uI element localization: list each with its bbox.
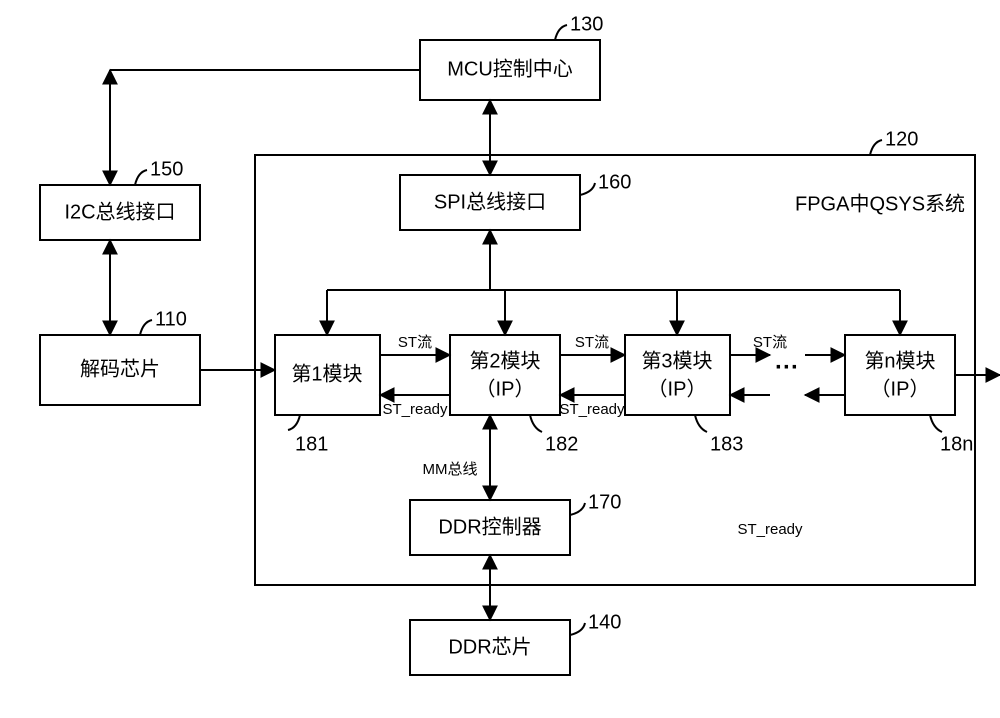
ref-150: 150 — [150, 158, 183, 180]
mcu-block: MCU控制中心 130 — [420, 13, 603, 100]
modn-label1: 第n模块 — [864, 349, 935, 372]
ref-181: 181 — [295, 433, 328, 455]
ref-140: 140 — [588, 611, 621, 633]
mod3-block: 第3模块 （IP） 183 — [625, 335, 743, 455]
st-flow-3: ST流 — [753, 334, 787, 351]
ref-120: 120 — [885, 128, 918, 150]
mod2-label2: （IP） — [476, 377, 535, 400]
mod2-block: 第2模块 （IP） 182 — [450, 335, 578, 455]
ref-130: 130 — [570, 13, 603, 35]
ddrchip-block: DDR芯片 140 — [410, 611, 621, 675]
i2c-block: I2C总线接口 150 — [40, 158, 200, 240]
st-ready-extra: ST_ready — [737, 521, 803, 538]
ref-170: 170 — [588, 491, 621, 513]
block-diagram: FPGA中QSYS系统 120 MCU控制中心 130 I2C总线接口 150 … — [0, 0, 1000, 718]
decoder-block: 解码芯片 110 — [40, 308, 200, 405]
fpga-container-label: FPGA中QSYS系统 — [795, 192, 965, 215]
ddrctrl-label: DDR控制器 — [438, 515, 541, 538]
ellipsis-icon: ··· — [775, 354, 799, 381]
mod2-label1: 第2模块 — [469, 349, 540, 372]
mod1-label: 第1模块 — [291, 362, 362, 385]
st-flow-1: ST流 — [398, 334, 432, 351]
spi-label: SPI总线接口 — [434, 190, 546, 213]
mcu-label: MCU控制中心 — [447, 57, 573, 80]
mod1-block: 第1模块 181 — [275, 335, 380, 455]
mod3-label1: 第3模块 — [641, 349, 712, 372]
st-ready-2: ST_ready — [559, 401, 625, 418]
modn-label2: （IP） — [871, 377, 930, 400]
ref-160: 160 — [598, 171, 631, 193]
ref-18n: 18n — [940, 433, 973, 455]
st-flow-2: ST流 — [575, 334, 609, 351]
st-ready-1: ST_ready — [382, 401, 448, 418]
ref-183: 183 — [710, 433, 743, 455]
decoder-label: 解码芯片 — [80, 357, 160, 380]
modn-block: 第n模块 （IP） 18n — [845, 335, 973, 455]
ref-182: 182 — [545, 433, 578, 455]
ddrchip-label: DDR芯片 — [448, 635, 531, 658]
ddrctrl-block: DDR控制器 170 — [410, 491, 621, 555]
spi-block: SPI总线接口 160 — [400, 171, 631, 230]
ref-110: 110 — [155, 308, 187, 330]
i2c-label: I2C总线接口 — [64, 200, 175, 223]
mm-bus-label: MM总线 — [423, 461, 478, 478]
mod3-label2: （IP） — [648, 377, 707, 400]
